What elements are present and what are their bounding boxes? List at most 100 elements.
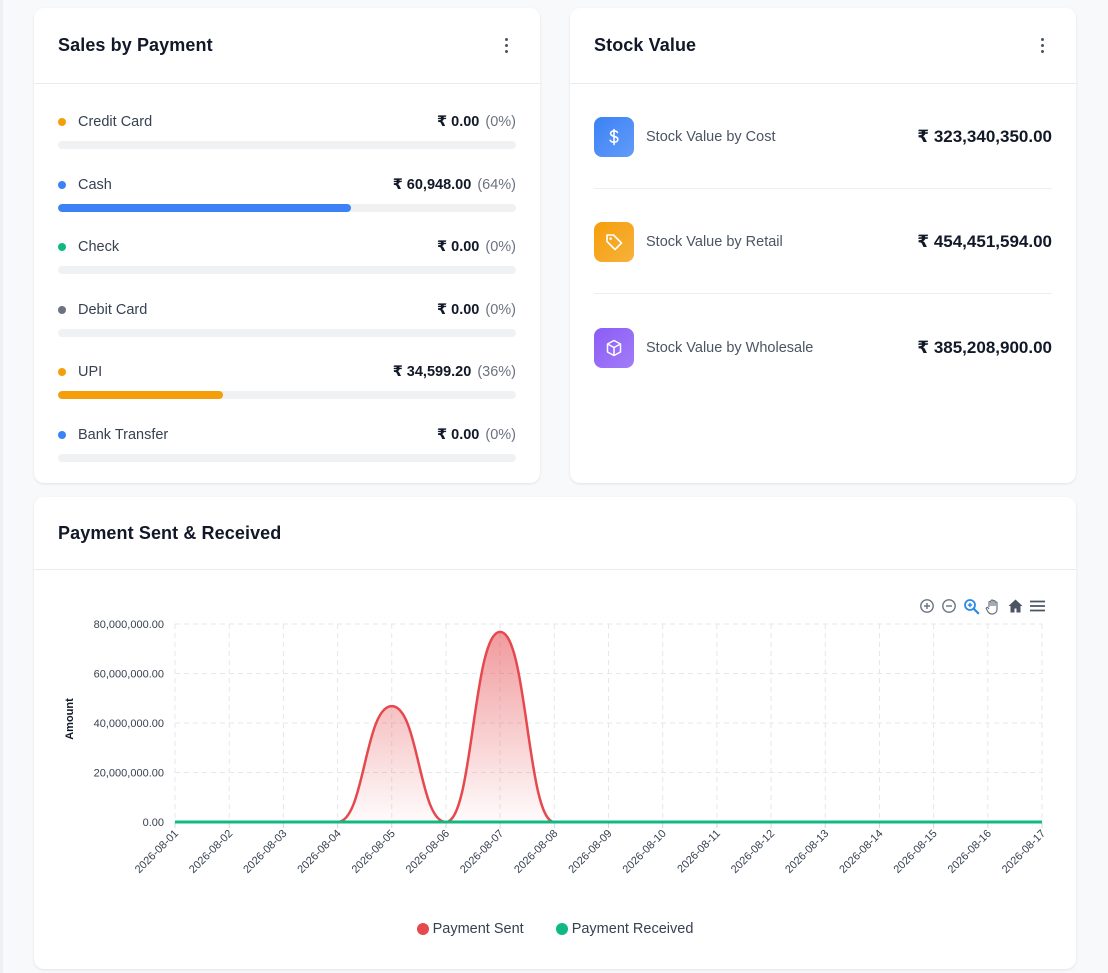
x-tick-label: 2026-08-14 [837,828,885,876]
x-tick-label: 2026-08-01 [133,828,181,876]
payment-row-top: Cash ₹ 60,948.00 (64%) [58,175,516,195]
legend-item[interactable]: Payment Sent [416,921,524,937]
payment-method-name: Bank Transfer [78,426,169,443]
payment-percent: (36%) [477,364,516,380]
payment-method-name: Check [78,239,120,255]
pan-hand-icon[interactable] [984,597,1002,615]
payment-amount: ₹ 0.00 [437,426,480,443]
payment-method-name: Cash [78,176,112,193]
stock-value-left: Stock Value by Wholesale [594,327,814,368]
payment-progress-track [58,203,516,212]
payment-row-top: Bank Transfer ₹ 0.00 (0%) [58,425,516,445]
payment-progress-track [58,391,516,399]
x-tick-label: 2026-08-07 [458,828,506,876]
payment-progress-track [58,328,516,337]
stock-value-row: Stock Value by Cost ₹ 323,340,350.00 [594,84,1052,189]
x-tick-label: 2026-08-03 [241,828,289,876]
payment-amount: ₹ 60,948.00 [392,176,472,193]
left-edge-strip [0,0,3,973]
stock-value-amount: ₹ 385,208,900.00 [917,337,1052,357]
legend-item[interactable]: Payment Received [555,921,694,937]
payment-row: Bank Transfer ₹ 0.00 (0%) [58,425,516,488]
menu-icon[interactable] [1028,597,1046,615]
payment-color-dot [58,305,66,314]
stock-value-row: Stock Value by Retail ₹ 454,451,594.00 [594,189,1052,294]
stock-value-title: Stock Value [594,35,697,55]
payment-row-right: ₹ 34,599.20 (36%) [393,364,516,380]
zoom-in-icon[interactable] [918,597,936,615]
tag-icon [594,222,634,262]
payment-chart-title: Payment Sent & Received [58,522,282,543]
legend-label: Payment Received [571,921,694,937]
sales-by-payment-card: Sales by Payment Credit Card ₹ 0.00 (0%) Ca… [34,8,540,483]
payment-progress-track [58,453,516,462]
payment-row: UPI ₹ 34,599.20 (36%) [58,362,516,425]
chart-toolbar [918,597,1046,615]
stock-value-list: Stock Value by Cost ₹ 323,340,350.00 Stock… [570,84,1076,399]
payment-percent: (64%) [477,176,516,193]
payment-chart-card: Payment Sent & Received 0.00 20,00 [34,497,1076,969]
payment-amount: ₹ 34,599.20 [392,364,472,380]
payment-row-left: Cash [58,177,112,193]
payment-row-top: Credit Card ₹ 0.00 (0%) [58,112,516,132]
payment-percent: (0%) [485,239,516,255]
y-tick-label: 80,000,000.00 [94,619,164,631]
payment-color-dot [58,430,66,439]
x-tick-label: 2026-08-09 [566,828,614,876]
payment-percent: (0%) [485,426,516,443]
payment-row-top: Check ₹ 0.00 (0%) [58,237,516,257]
payment-row-left: UPI [58,364,102,380]
zoom-out-icon[interactable] [940,597,958,615]
x-tick-label: 2026-08-04 [295,828,343,876]
payment-color-dot [58,180,66,189]
x-tick-label: 2026-08-10 [621,828,669,876]
sales-by-payment-header: Sales by Payment [34,8,540,84]
payment-progress-track [58,141,516,149]
payment-percent: (0%) [485,114,516,130]
stock-value-card: Stock Value Stock Value by Cost ₹ 323,340… [570,8,1076,483]
payment-color-dot [58,368,66,376]
payment-progress-fill [58,203,352,212]
stock-value-label: Stock Value by Cost [646,129,776,145]
y-axis-label: Amount [64,698,76,740]
x-tick-label: 2026-08-15 [891,828,939,876]
payment-row-left: Bank Transfer [58,427,168,443]
dollar-icon [594,117,634,157]
payment-amount: ₹ 0.00 [437,301,480,318]
stock-value-row: Stock Value by Wholesale ₹ 385,208,900.00 [594,294,1052,399]
home-reset-icon[interactable] [1006,597,1024,615]
sales-by-payment-more-icon[interactable] [496,36,516,56]
chart-legend: Payment Sent Payment Received [34,921,1076,937]
payment-progress-fill [58,391,223,399]
stock-value-label: Stock Value by Wholesale [646,339,814,356]
payment-row-right: ₹ 60,948.00 (64%) [393,177,516,193]
payment-row: Cash ₹ 60,948.00 (64%) [58,175,516,238]
payment-row: Debit Card ₹ 0.00 (0%) [58,300,516,363]
payment-method-list: Credit Card ₹ 0.00 (0%) Cash ₹ 60,948.00 (64%… [34,84,540,487]
payment-row-left: Credit Card [58,114,152,130]
payment-color-dot [58,118,66,126]
stock-value-amount: ₹ 454,451,594.00 [917,232,1052,251]
x-tick-label: 2026-08-12 [729,828,777,876]
stock-value-header: Stock Value [570,8,1076,84]
x-tick-label: 2026-08-17 [1000,828,1048,876]
stock-value-more-icon[interactable] [1032,36,1052,56]
selection-zoom-icon[interactable] [962,597,980,615]
y-tick-label: 20,000,000.00 [94,768,164,780]
payment-percent: (0%) [485,301,516,318]
legend-label: Payment Sent [432,921,524,937]
payment-method-name: Debit Card [78,301,148,318]
payment-chart-header: Payment Sent & Received [34,497,1076,570]
stock-value-left: Stock Value by Cost [594,117,776,157]
stock-value-left: Stock Value by Retail [594,222,783,262]
legend-marker [555,923,568,935]
payment-row: Check ₹ 0.00 (0%) [58,237,516,300]
legend-marker [416,923,429,935]
payment-amount: ₹ 0.00 [437,239,480,255]
payment-row-left: Check [58,239,119,255]
x-tick-label: 2026-08-06 [404,828,452,876]
payment-row-top: Debit Card ₹ 0.00 (0%) [58,300,516,320]
sales-by-payment-title: Sales by Payment [58,35,213,55]
payment-progress-track [58,266,516,274]
payment-row-right: ₹ 0.00 (0%) [437,239,516,255]
